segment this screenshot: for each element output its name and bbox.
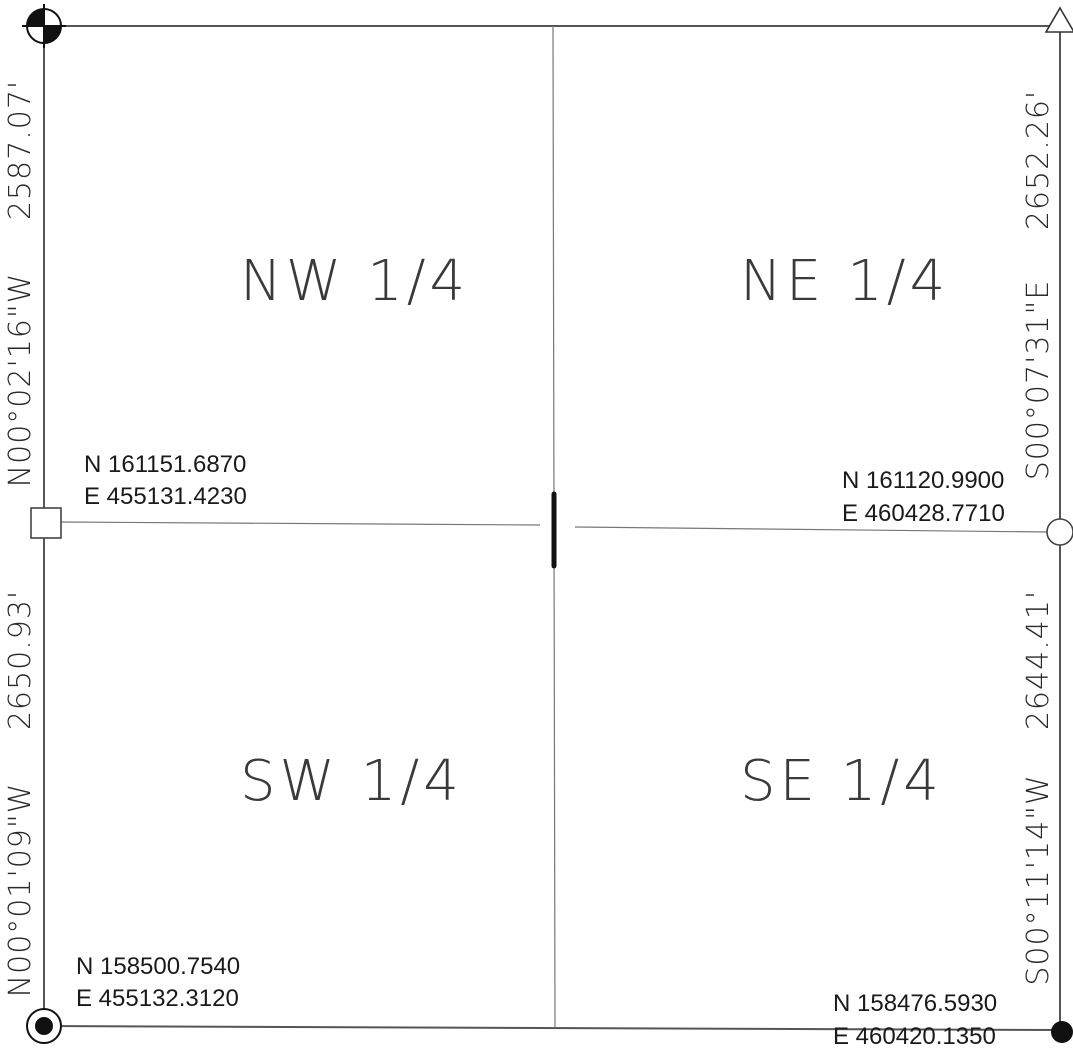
coord-northing: N 158500.7540 <box>76 953 240 980</box>
east-south-distance: 2644.41' <box>1021 590 1056 730</box>
sw-quarter-label: SW 1/4 <box>240 749 463 814</box>
coord-east-quarter: N 161120.9900 E 460428.7710 <box>842 467 1005 527</box>
bullseye-icon <box>26 1008 62 1044</box>
coord-northing: N 158476.5930 <box>833 990 997 1017</box>
west-south-distance: 2650.93' <box>3 590 38 730</box>
east-north-distance: 2652.26' <box>1021 90 1056 230</box>
nw-quarter-label: NW 1/4 <box>240 249 469 314</box>
coord-sw-corner: N 158500.7540 E 455132.3120 <box>76 953 240 1012</box>
east-north-bearing: S00°07'31"E <box>1021 280 1056 481</box>
ne-quarter-label: NE 1/4 <box>740 249 949 314</box>
east-west-quarter-line-west <box>59 521 541 526</box>
open-circle-icon <box>1046 518 1073 546</box>
west-south-bearing: N00°01'09"W <box>3 783 38 998</box>
coord-west-quarter: N 161151.6870 E 455131.4230 <box>84 451 247 510</box>
east-south-bearing: S00°11'14"W <box>1021 774 1056 985</box>
south-line <box>43 1025 1061 1031</box>
coord-easting: E 460428.7710 <box>842 500 1005 527</box>
west-north-bearing: N00°02'16"W <box>3 273 38 488</box>
filled-circle-icon <box>1051 1021 1073 1043</box>
se-quarter-label: SE 1/4 <box>740 749 943 814</box>
coord-northing: N 161151.6870 <box>84 451 246 478</box>
east-west-quarter-line-east <box>574 526 1049 533</box>
square-icon <box>30 507 62 539</box>
triangle-icon <box>1044 6 1073 33</box>
coord-easting: E 455132.3120 <box>76 985 239 1012</box>
quartered-circle-icon <box>22 4 66 48</box>
coord-easting: E 460420.1350 <box>833 1023 996 1048</box>
west-north-distance: 2587.07' <box>3 80 38 220</box>
coord-northing: N 161120.9900 <box>842 467 1004 494</box>
coord-easting: E 455131.4230 <box>84 483 247 510</box>
coord-se-corner: N 158476.5930 E 460420.1350 <box>833 990 997 1048</box>
